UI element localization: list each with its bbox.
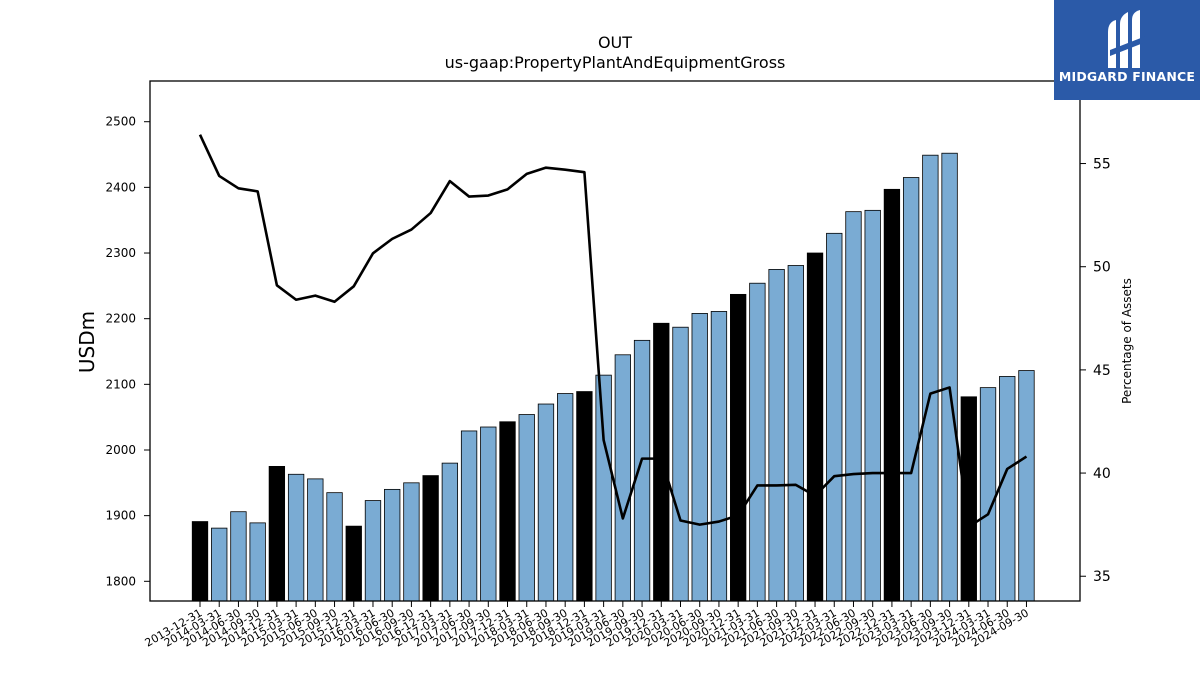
y-tick-label: 2300 [105, 246, 136, 260]
y2-tick-label: 35 [1093, 569, 1111, 585]
bar [710, 311, 728, 602]
bar [672, 326, 689, 602]
y2-tick-label: 50 [1093, 260, 1111, 276]
bar [864, 209, 881, 602]
bar [345, 525, 362, 602]
y2-tick-label: 55 [1093, 157, 1111, 173]
bar [422, 475, 439, 602]
bar [633, 339, 651, 602]
y-tick-label: 1800 [105, 574, 136, 588]
bar [595, 374, 612, 602]
chart-subtitle: us-gaap:PropertyPlantAndEquipmentGross [445, 53, 786, 72]
bar [730, 293, 747, 602]
bar [499, 421, 516, 602]
y-tick-label: 2100 [105, 377, 136, 391]
bar [576, 391, 593, 602]
bar [999, 376, 1016, 602]
bar [557, 393, 574, 602]
bar [307, 478, 324, 602]
x-axis: 2013-12-312014-03-312014-06-302014-09-30… [143, 601, 1031, 650]
bar [883, 188, 901, 602]
bar [518, 414, 535, 602]
bar [845, 211, 862, 602]
bar [268, 465, 286, 602]
bar [902, 177, 920, 602]
bar [826, 232, 843, 602]
bar [787, 265, 804, 602]
bar [960, 396, 977, 602]
y2-tick-label: 40 [1093, 466, 1111, 482]
y-axis-label: USDm [75, 311, 99, 373]
bar [941, 152, 958, 602]
percentage-line [198, 134, 1028, 529]
bar [806, 252, 824, 602]
bar [287, 473, 305, 602]
bar [922, 154, 939, 602]
bar [326, 492, 343, 602]
bar [441, 462, 459, 602]
bar [211, 527, 228, 602]
right-axis: 35 40 45 50 55 [1080, 157, 1111, 585]
bar [364, 500, 382, 602]
bar [230, 511, 247, 602]
y-tick-label: 2500 [105, 115, 136, 129]
bar [979, 387, 997, 602]
plot-frame [149, 80, 1081, 602]
chart-title: OUT [598, 33, 632, 52]
bars-group [191, 152, 1035, 602]
y2-axis-label: Percentage of Assets [1120, 278, 1134, 404]
brand-name: MIDGARD FINANCE [1058, 69, 1196, 84]
y-tick-label: 2400 [105, 180, 136, 194]
line-group [198, 134, 1028, 529]
bar [1018, 370, 1035, 602]
midgard-logo-icon [1108, 10, 1146, 68]
y-tick-label: 2200 [105, 312, 136, 326]
bar [768, 269, 785, 602]
bar [749, 282, 766, 602]
brand-logo: MIDGARD FINANCE [1054, 0, 1200, 100]
y-tick-label: 2000 [105, 443, 136, 457]
bar [691, 313, 708, 602]
bar [480, 426, 497, 602]
bar [191, 521, 209, 602]
bar [384, 488, 401, 602]
y2-tick-label: 45 [1093, 363, 1111, 379]
bar [614, 354, 631, 602]
bar [460, 430, 478, 602]
bar [249, 522, 266, 602]
bar [537, 403, 555, 602]
bar [403, 482, 420, 602]
y-tick-label: 1900 [105, 509, 136, 523]
left-axis: 1800 1900 2000 2100 2200 2300 2400 2500 [105, 115, 150, 588]
